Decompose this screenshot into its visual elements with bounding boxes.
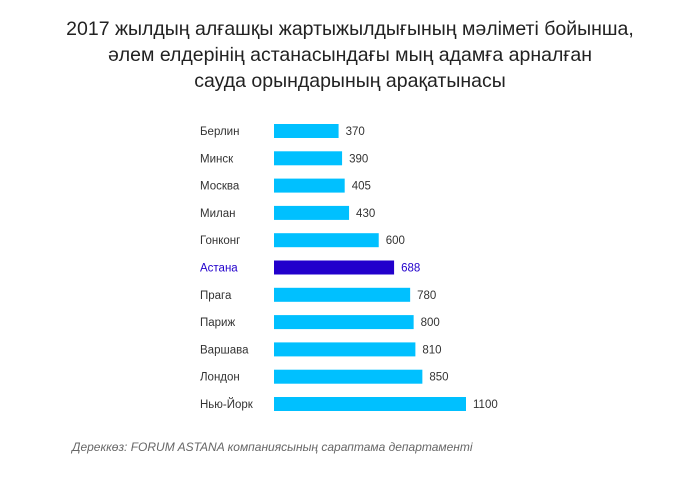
bar-city-5 [274, 260, 395, 275]
bar-city-10 [274, 397, 466, 411]
chart-title-line-1: 2017 жылдың алғашқы жартыжылдығының мәлі… [66, 18, 634, 40]
value-label: 405 [352, 181, 371, 193]
value-label: 390 [349, 153, 368, 165]
category-label: Гонконг [200, 235, 240, 247]
value-label: 850 [429, 372, 448, 384]
bar-city-1 [274, 151, 343, 166]
category-label: Астана [200, 263, 238, 275]
bar-city-3 [274, 205, 350, 220]
chart-title-line-3: сауда орындарының арақатынасы [194, 70, 506, 92]
category-label: Варшава [200, 344, 249, 356]
category-label: Лондон [200, 372, 240, 384]
bar-city-0 [274, 124, 339, 138]
chart-title: 2017 жылдың алғашқы жартыжылдығының мәлі… [0, 16, 700, 94]
source-note: Дереккөз: FORUM ASTANA компаниясының сар… [72, 440, 473, 454]
category-label: Милан [200, 208, 235, 220]
bar-city-6 [274, 287, 411, 302]
category-label: Париж [200, 317, 235, 329]
category-label: Минск [200, 153, 234, 165]
bar-city-2 [274, 178, 345, 193]
bar-city-7 [274, 315, 414, 330]
value-label: 1100 [473, 399, 498, 411]
value-label: 370 [346, 126, 365, 138]
value-label: 688 [401, 263, 420, 275]
value-label: 430 [356, 208, 375, 220]
category-label: Берлин [200, 126, 239, 138]
bar-city-4 [274, 233, 379, 248]
bar-city-9 [274, 369, 423, 384]
value-label: 780 [417, 290, 436, 302]
category-label: Прага [200, 290, 232, 302]
value-label: 800 [421, 317, 440, 329]
chart-title-line-2: әлем елдерінің астанасындағы мың адамға … [107, 44, 593, 66]
value-label: 810 [422, 344, 441, 356]
bar-city-8 [274, 342, 416, 357]
category-label: Нью-Йорк [200, 398, 254, 411]
value-label: 600 [386, 235, 405, 247]
category-label: Москва [200, 181, 240, 193]
